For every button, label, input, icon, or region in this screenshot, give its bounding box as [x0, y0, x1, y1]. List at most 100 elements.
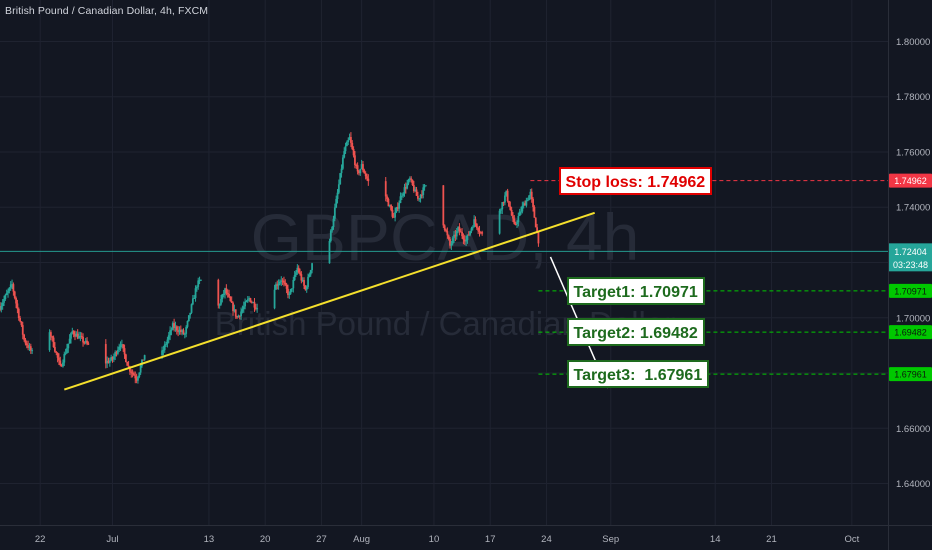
candle-up — [31, 350, 34, 352]
candle-down — [297, 267, 300, 273]
candle-up — [277, 283, 280, 286]
candle-up — [473, 219, 476, 228]
candle-down — [83, 342, 86, 344]
candle-down — [80, 336, 83, 338]
candle-up — [116, 349, 119, 354]
candle-up — [242, 306, 245, 310]
candle-down — [404, 187, 407, 189]
candle-up — [344, 146, 347, 152]
candle-down — [232, 302, 234, 312]
x-tick-label: Aug — [353, 534, 370, 545]
x-tick-label: 27 — [316, 534, 327, 545]
candle-down — [236, 316, 238, 318]
candle-up — [245, 300, 248, 303]
candle-down — [506, 190, 509, 201]
x-tick-label: 17 — [485, 534, 496, 545]
candle-up — [195, 286, 198, 289]
candle-down — [533, 207, 536, 218]
candle-down — [76, 333, 79, 339]
candle-down — [20, 321, 23, 326]
candle-up — [0, 306, 3, 310]
candle-down — [217, 279, 220, 306]
candle-down — [479, 232, 482, 234]
candle-up — [521, 205, 524, 212]
candle-down — [481, 232, 484, 234]
candle-up — [141, 359, 143, 366]
candle-up — [398, 203, 401, 209]
candle-down — [512, 215, 514, 219]
candle-down — [462, 236, 465, 240]
candle-down — [367, 178, 370, 182]
candle-up — [1, 302, 4, 307]
x-tick-label: 24 — [541, 534, 552, 545]
candle-up — [329, 230, 332, 241]
candle-down — [254, 307, 257, 309]
candle-up — [248, 298, 251, 300]
candle-up — [394, 212, 397, 218]
candle-down — [276, 284, 279, 286]
candle-up — [288, 293, 291, 295]
last-price-label: 1.72404 — [894, 247, 927, 257]
candle-down — [129, 366, 131, 372]
candle-up — [181, 330, 184, 332]
candle-up — [505, 190, 508, 196]
candle-down — [386, 196, 388, 199]
target2-price-label: 1.69482 — [894, 328, 927, 338]
candle-down — [229, 296, 232, 302]
candle-up — [71, 331, 74, 334]
target2-annotation[interactable]: Target2: 1.69482 — [566, 318, 705, 347]
candle-up — [119, 345, 122, 348]
candle-down — [352, 149, 355, 156]
candle-up — [279, 281, 281, 284]
candle-up — [451, 238, 454, 244]
candle-down — [49, 332, 52, 337]
candle-down — [390, 205, 392, 210]
candle-down — [303, 280, 305, 286]
candle-up — [198, 280, 201, 282]
x-tick-label: Jul — [106, 534, 118, 545]
candle-down — [115, 352, 118, 354]
target1-annotation[interactable]: Target1: 1.70971 — [566, 276, 705, 305]
candle-down — [366, 176, 368, 179]
candle-down — [175, 326, 178, 331]
stop-loss-annotation[interactable]: Stop loss: 1.74962 — [558, 166, 713, 195]
candle-up — [185, 326, 188, 334]
candle-up — [191, 298, 194, 305]
candle-down — [228, 294, 230, 297]
trendline — [63, 211, 595, 391]
candle-down — [60, 365, 63, 367]
candle-up — [308, 274, 311, 277]
candle-down — [234, 309, 237, 317]
candle-up — [63, 354, 66, 363]
candle-up — [520, 211, 522, 213]
candle-down — [287, 288, 289, 295]
candle-down — [29, 346, 32, 351]
candle-up — [11, 284, 13, 286]
target3-annotation[interactable]: Target3: 1.67961 — [566, 360, 710, 389]
candle-up — [241, 309, 244, 312]
candle-up — [165, 343, 167, 345]
candle-up — [332, 218, 335, 228]
candle-up — [291, 288, 293, 290]
candle-up — [166, 339, 169, 344]
candle-down — [300, 274, 303, 281]
candle-up — [244, 302, 247, 307]
candle-down — [508, 200, 510, 207]
candle-up — [224, 288, 226, 294]
x-tick-label: 20 — [260, 534, 271, 545]
candle-down — [51, 336, 54, 338]
candle-up — [118, 347, 121, 350]
candle-down — [142, 359, 145, 361]
candle-down — [56, 352, 59, 358]
candle-down — [387, 198, 390, 207]
candle-up — [347, 140, 350, 142]
candle-up — [162, 350, 165, 352]
candle-down — [446, 231, 449, 236]
symbol-title[interactable]: British Pound / Canadian Dollar, 4h, FXC… — [5, 5, 209, 17]
candle-down — [126, 362, 129, 366]
candle-down — [443, 225, 446, 230]
candle-up — [425, 185, 427, 187]
candle-down — [392, 216, 395, 218]
